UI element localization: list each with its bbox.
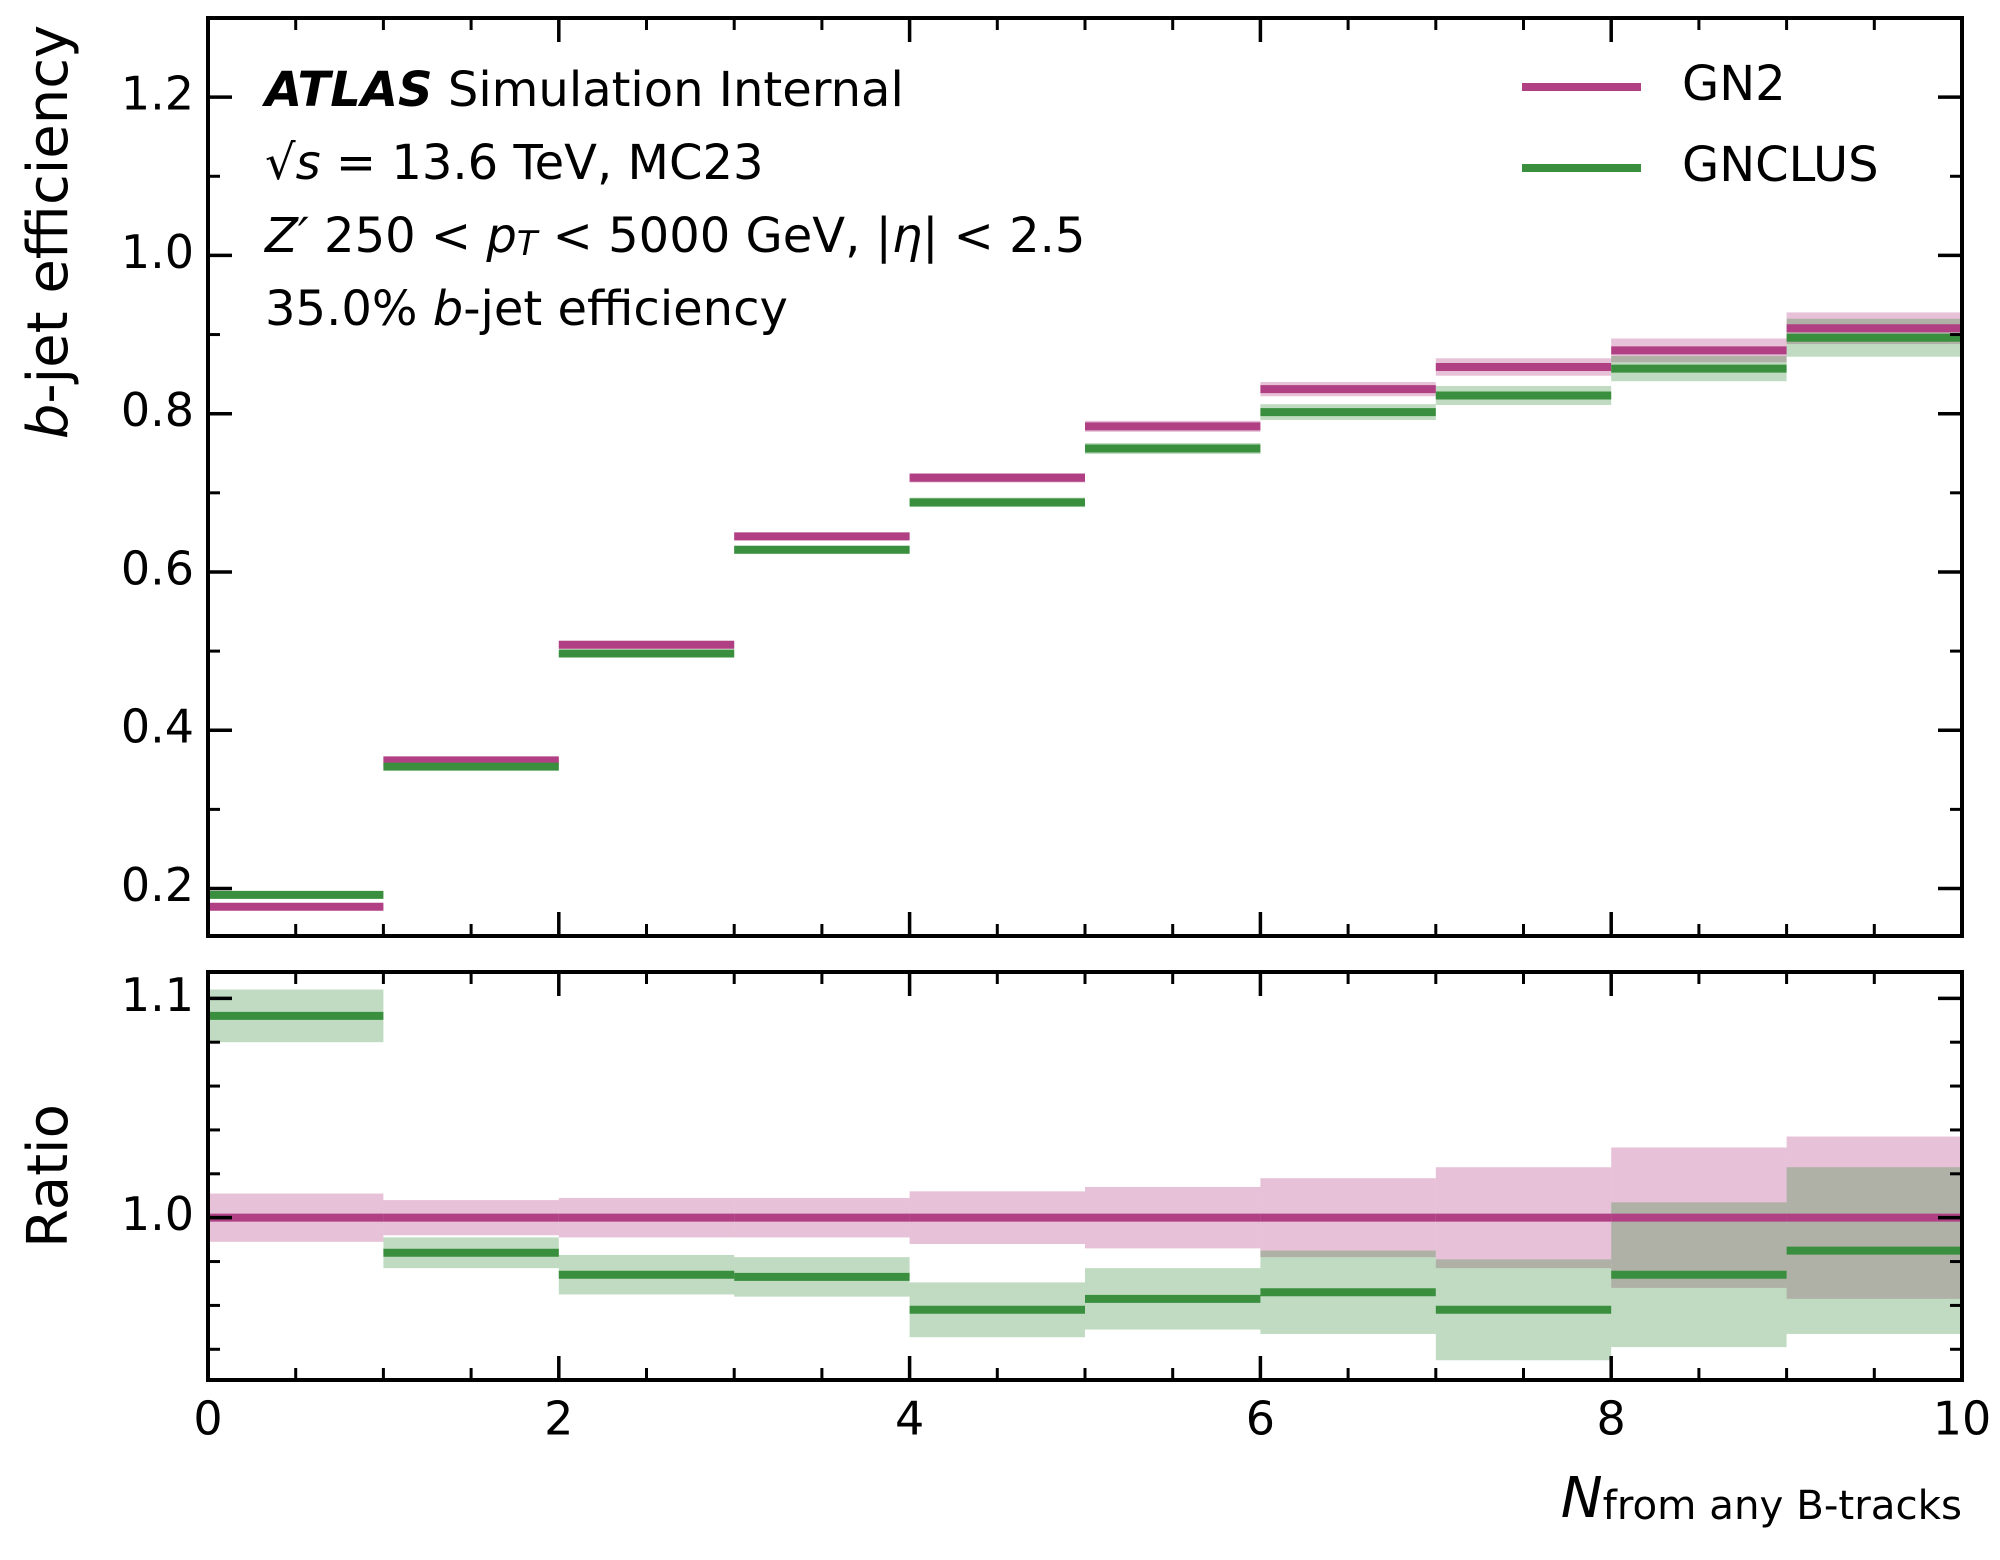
legend-label: GNCLUS [1682,137,1879,193]
annotation: √s = 13.6 TeV, MC23 [265,135,764,191]
y-tick-label: 0.8 [121,383,194,437]
x-tick-label: 6 [1246,1392,1275,1446]
annotation: Z′ 250 < pT < 5000 GeV, |η| < 2.5 [263,208,1085,264]
y-axis-label-part: b [16,404,81,440]
x-axis-label-part: N [1561,1466,1603,1531]
x-tick-label: 10 [1933,1392,1992,1446]
annotation-part: ATLAS [261,62,433,118]
legend-label: GN2 [1682,56,1786,112]
annotation-part: < 5000 GeV, | [537,208,891,264]
annotation-part: | < 2.5 [922,208,1085,264]
x-tick-label: 0 [193,1392,222,1446]
annotation-part: -jet efficiency [463,281,788,337]
y-axis-label: Ratio [16,1104,81,1248]
y-axis-label: b-jet efficiency [16,25,81,439]
annotation: 35.0% b-jet efficiency [265,281,788,337]
annotation: ATLAS Simulation Internal [261,62,904,118]
y-axis-label-part: -jet efficiency [16,25,81,404]
y-tick-label: 0.6 [121,541,194,595]
x-tick-label: 2 [544,1392,573,1446]
annotation-part: b [433,281,463,337]
y-tick-label: 1.1 [121,968,194,1022]
y-tick-label: 1.2 [121,67,194,121]
y-tick-label: 1.0 [121,225,194,279]
y-tick-label: 0.2 [121,858,194,912]
x-axis-label-part: from any B-tracks [1603,1482,1962,1529]
y-tick-label: 0.4 [121,700,194,754]
x-axis-label: Nfrom any B-tracks [1561,1466,1962,1531]
x-tick-label: 4 [895,1392,924,1446]
annotation-part: 35.0% [265,281,433,337]
x-tick-label: 8 [1597,1392,1626,1446]
annotation-part: s [296,135,321,191]
annotation-part: √ [265,135,296,191]
annotation-part: η [892,208,922,264]
annotation-part: Z′ [263,208,309,264]
annotation-part: T [517,224,540,263]
annotation-part: p [485,208,516,264]
annotation-part: = 13.6 TeV, MC23 [321,135,764,191]
y-tick-label: 1.0 [121,1187,194,1241]
annotation-part: 250 < [309,208,487,264]
annotation-part: Simulation Internal [433,62,904,118]
y-axis-label-part: Ratio [16,1104,81,1248]
